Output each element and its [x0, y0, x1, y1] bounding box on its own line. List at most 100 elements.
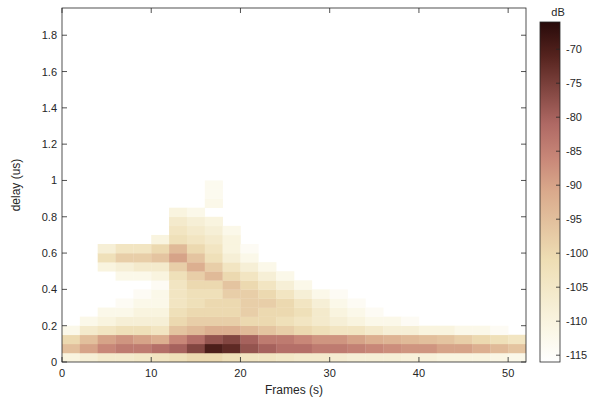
- cell: [133, 271, 151, 280]
- cell: [98, 335, 116, 344]
- cell: [205, 271, 223, 280]
- cell: [223, 244, 241, 253]
- cell: [276, 308, 294, 317]
- cell: [437, 353, 455, 362]
- cell: [169, 308, 187, 317]
- y-tick: [521, 71, 526, 72]
- cell: [223, 253, 241, 262]
- cell: [240, 253, 258, 262]
- cell: [258, 308, 276, 317]
- cell: [62, 344, 80, 353]
- cell: [240, 353, 258, 362]
- cell: [187, 271, 205, 280]
- y-tick: [62, 180, 67, 181]
- y-tick: [521, 180, 526, 181]
- x-tick-label: 0: [59, 367, 65, 379]
- cell: [169, 326, 187, 335]
- x-tick: [240, 8, 241, 13]
- cell: [98, 353, 116, 362]
- colorbar-tick-label: -110: [566, 315, 587, 327]
- cell: [508, 344, 526, 353]
- cell: [240, 308, 258, 317]
- cell: [205, 235, 223, 244]
- cell: [151, 344, 169, 353]
- cell: [312, 289, 330, 298]
- y-tick-label: 1: [51, 174, 57, 186]
- cell: [187, 344, 205, 353]
- cell: [455, 335, 473, 344]
- cell: [169, 280, 187, 289]
- cell: [455, 353, 473, 362]
- cell: [312, 344, 330, 353]
- cell: [205, 244, 223, 253]
- cell: [240, 289, 258, 298]
- cell: [365, 335, 383, 344]
- y-tick: [62, 144, 67, 145]
- cell: [187, 262, 205, 271]
- colorbar-tick-label: -70: [566, 43, 582, 55]
- cell: [294, 317, 312, 326]
- cell: [365, 344, 383, 353]
- cell: [98, 317, 116, 326]
- cell: [455, 344, 473, 353]
- cell: [151, 262, 169, 271]
- cell: [223, 235, 241, 244]
- cell: [472, 326, 490, 335]
- cell: [205, 353, 223, 362]
- cell: [187, 253, 205, 262]
- cell: [294, 353, 312, 362]
- x-tick: [62, 357, 63, 362]
- x-tick-label: 30: [324, 367, 336, 379]
- cell: [133, 326, 151, 335]
- cell: [80, 326, 98, 335]
- cell: [419, 326, 437, 335]
- colorbar-title: dB: [551, 6, 564, 18]
- cell: [348, 326, 366, 335]
- y-tick: [521, 362, 526, 363]
- cell: [240, 335, 258, 344]
- colorbar-tick: [556, 287, 560, 288]
- cell: [98, 262, 116, 271]
- y-tick: [62, 35, 67, 36]
- cell: [401, 344, 419, 353]
- cell: [223, 280, 241, 289]
- cell: [187, 353, 205, 362]
- y-tick: [521, 107, 526, 108]
- x-tick: [240, 357, 241, 362]
- cell: [205, 180, 223, 189]
- cell: [205, 226, 223, 235]
- y-tick-label: 1.4: [42, 102, 57, 114]
- cell: [98, 308, 116, 317]
- cell: [401, 326, 419, 335]
- cell: [401, 353, 419, 362]
- cell: [472, 344, 490, 353]
- cell: [151, 308, 169, 317]
- cell: [240, 326, 258, 335]
- x-tick: [62, 8, 63, 13]
- y-tick-label: 0.6: [42, 247, 57, 259]
- y-tick: [62, 107, 67, 108]
- cell: [312, 326, 330, 335]
- cell: [133, 289, 151, 298]
- x-axis-title: Frames (s): [265, 383, 323, 397]
- cell: [169, 298, 187, 307]
- cell: [330, 298, 348, 307]
- cell: [205, 326, 223, 335]
- x-tick-label: 20: [234, 367, 246, 379]
- cell: [330, 289, 348, 298]
- cell: [401, 335, 419, 344]
- cell: [187, 289, 205, 298]
- cell: [383, 344, 401, 353]
- cell: [187, 298, 205, 307]
- cell: [187, 280, 205, 289]
- cell: [133, 253, 151, 262]
- cell: [205, 253, 223, 262]
- colorbar-tick: [556, 49, 560, 50]
- cell: [383, 353, 401, 362]
- x-tick: [329, 357, 330, 362]
- cell: [62, 353, 80, 362]
- cell: [437, 344, 455, 353]
- cell: [223, 353, 241, 362]
- cell: [223, 289, 241, 298]
- y-tick: [521, 216, 526, 217]
